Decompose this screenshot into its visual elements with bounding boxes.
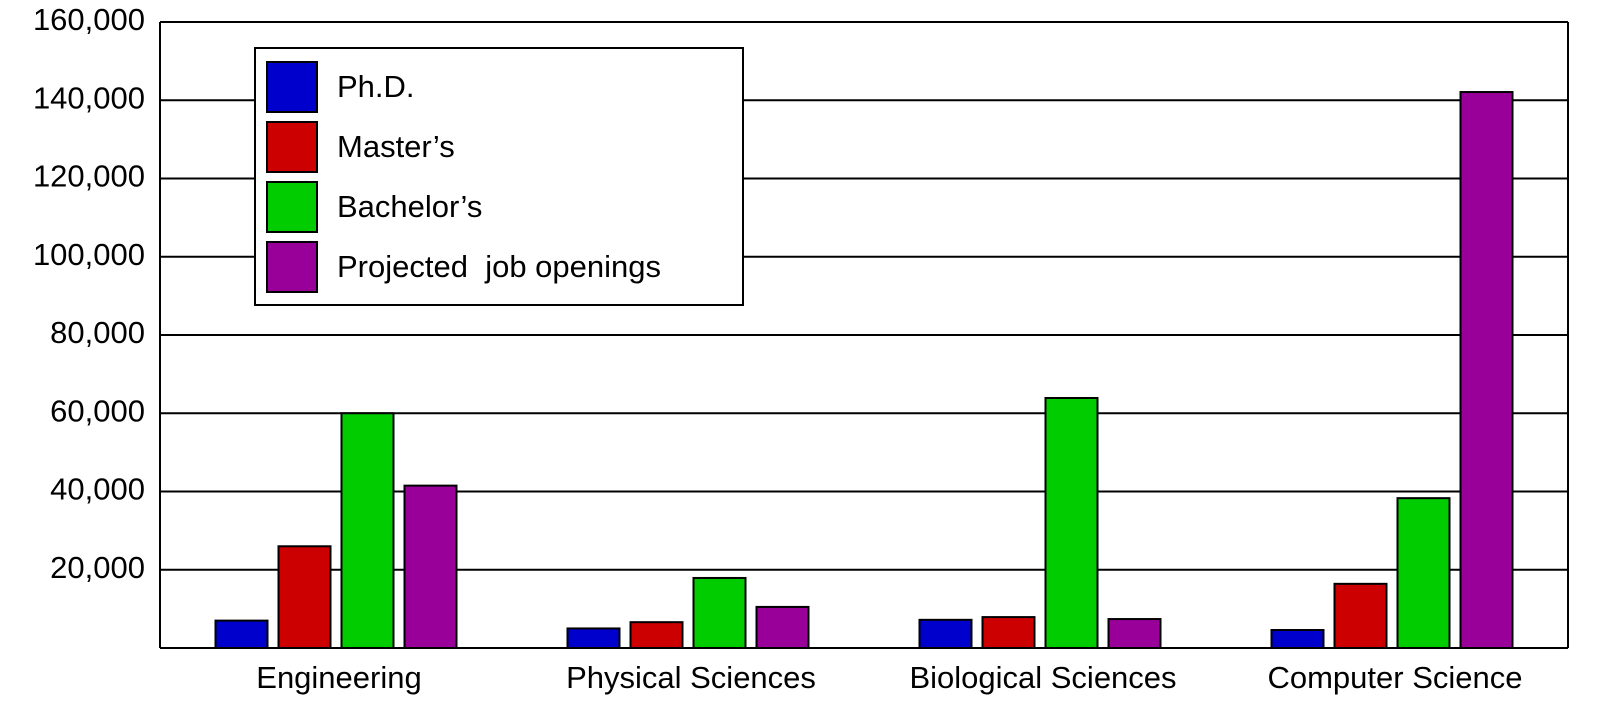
y-tick-label: 100,000 [33,237,145,272]
y-tick-label: 60,000 [50,393,145,428]
legend-swatch [266,181,318,233]
y-tick-label: 20,000 [50,550,145,585]
x-tick-label: Biological Sciences [909,660,1176,695]
y-tick-label: 160,000 [33,2,145,37]
x-tick-label: Physical Sciences [566,660,816,695]
legend-label: Bachelor’s [337,189,482,224]
bar [1044,396,1099,649]
legend-label: Ph.D. [337,69,415,104]
bar [1396,497,1451,649]
bar [214,619,269,649]
y-tick-label: 80,000 [50,315,145,350]
legend-swatch [266,121,318,173]
bar [1107,618,1162,649]
bar [277,545,332,650]
bar [1333,582,1388,650]
x-tick-label: Engineering [256,660,421,695]
bar [566,627,621,649]
legend-swatch [266,241,318,293]
bar [981,616,1036,649]
bar [918,618,973,650]
legend-box [254,47,744,306]
bar [1459,91,1514,649]
bar [755,605,810,650]
bar [1270,629,1325,650]
bar [340,412,395,649]
legend-label: Projected job openings [337,249,661,284]
legend-label: Master’s [337,129,455,164]
bar [692,576,747,649]
legend-swatch [266,61,318,113]
y-tick-label: 120,000 [33,159,145,194]
y-tick-label: 40,000 [50,472,145,507]
y-tick-label: 140,000 [33,80,145,115]
bar [403,484,458,649]
x-tick-label: Computer Science [1267,660,1522,695]
bar [629,621,684,649]
